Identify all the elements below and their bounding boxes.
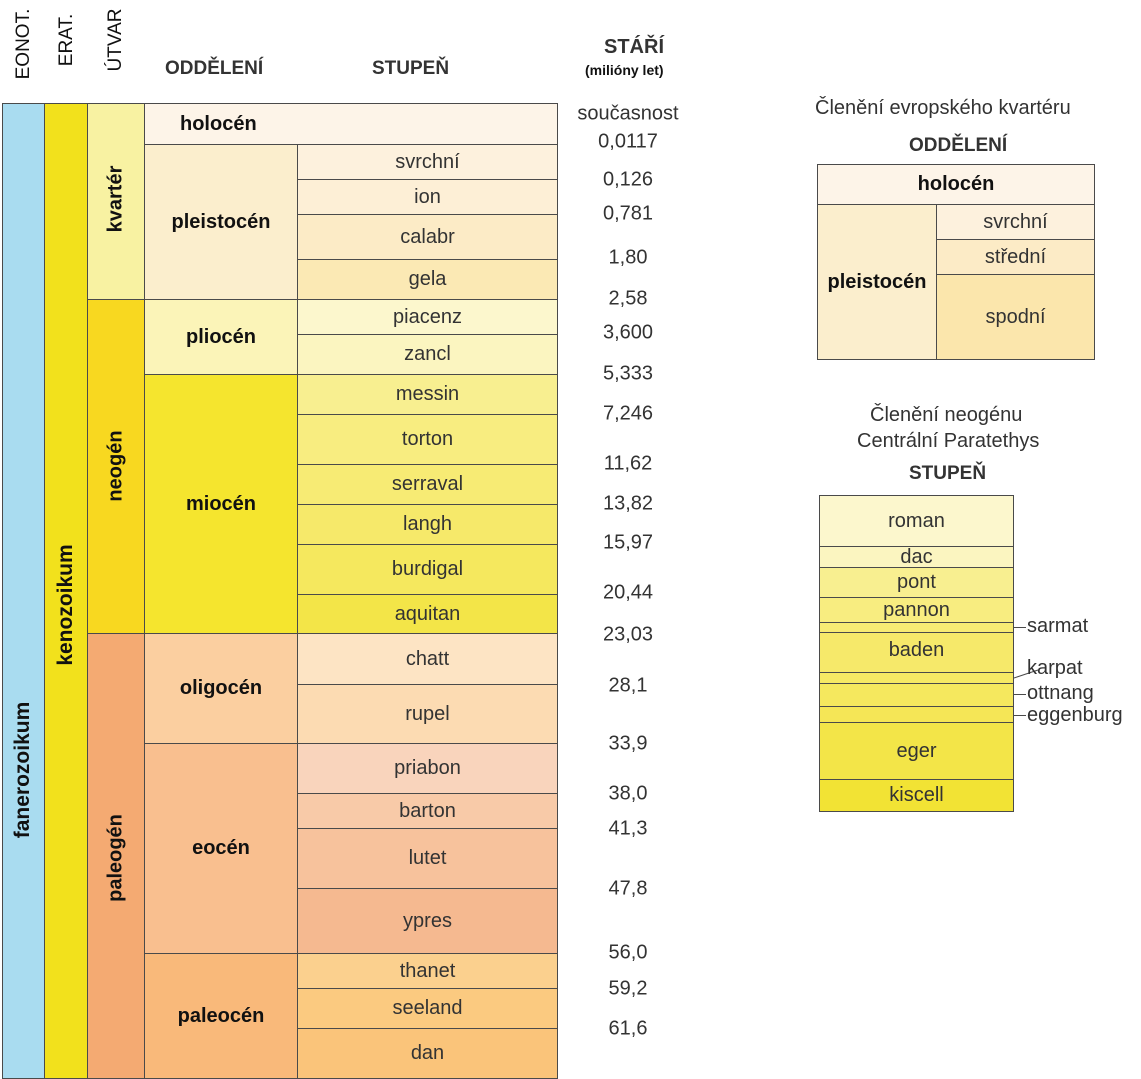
neogene-title-1: Členění neogénu (870, 404, 1023, 426)
era-label: kenozoikum (54, 544, 77, 666)
paratethys-ottnang (819, 683, 1014, 707)
quaternary-title: Členění evropského kvartéru (815, 97, 1071, 119)
period-paleogen-label: paleogén (104, 814, 127, 902)
label-sarmat: sarmat (1027, 615, 1089, 637)
quaternary-holocen: holocén (817, 164, 1095, 205)
period-kvarter (87, 103, 145, 300)
epoch-miocen: miocén (144, 374, 298, 634)
stage-serraval: serraval (297, 464, 558, 505)
epoch-pleistocen: pleistocén (144, 144, 298, 300)
age-label: 47,8 (608, 877, 648, 900)
label-eggenburg: eggenburg (1027, 704, 1123, 726)
stage-langh: langh (297, 504, 558, 545)
stage-rupel: rupel (297, 684, 558, 744)
eon-fanerozoikum (2, 103, 45, 1079)
epoch-pliocen: pliocén (144, 299, 298, 375)
epoch-holocen: holocén (144, 103, 558, 145)
quaternary-pleistocen: pleistocén (817, 204, 937, 360)
age-label: 59,2 (608, 977, 648, 1000)
quaternary-spodni: spodní (936, 274, 1095, 360)
age-label: 0,126 (602, 168, 654, 191)
age-label: 5,333 (602, 362, 654, 385)
age-label: 38,0 (608, 782, 648, 805)
era-kenozoikum (44, 103, 88, 1079)
header-eonotem: EONOT. (13, 8, 34, 80)
age-label: 15,97 (602, 531, 654, 554)
stage-aquitan: aquitan (297, 594, 558, 634)
leader-line (1014, 627, 1026, 628)
quaternary-stredni: střední (936, 239, 1095, 275)
stage-gela: gela (297, 259, 558, 300)
age-label: 56,0 (608, 941, 648, 964)
age-label: 13,82 (602, 492, 654, 515)
stage-zancl: zancl (297, 334, 558, 375)
stage-chatt: chatt (297, 633, 558, 685)
header-oddeleni: ODDĚLENÍ (165, 58, 264, 79)
paratethys-kiscell: kiscell (819, 779, 1014, 812)
stage-svrchni: svrchní (297, 144, 558, 180)
neogene-title-2: Centrální Paratethys (857, 430, 1040, 452)
neogene-header: STUPEŇ (909, 463, 987, 484)
age-label: 28,1 (608, 674, 648, 697)
paratethys-pannon: pannon (819, 597, 1014, 623)
quaternary-svrchni: svrchní (936, 204, 1095, 240)
age-label: 33,9 (608, 732, 648, 755)
epoch-eocen: eocén (144, 743, 298, 954)
epoch-paleocen: paleocén (144, 953, 298, 1079)
stage-burdigal: burdigal (297, 544, 558, 595)
stage-piacenz: piacenz (297, 299, 558, 335)
stage-calabr: calabr (297, 214, 558, 260)
age-label: 61,6 (608, 1017, 648, 1040)
age-label: 1,80 (608, 246, 648, 269)
quaternary-header: ODDĚLENÍ (909, 135, 1008, 156)
age-label: 7,246 (602, 402, 654, 425)
paratethys-dac: dac (819, 546, 1014, 568)
age-label: 20,44 (602, 581, 654, 604)
header-eratem: ERAT. (56, 13, 77, 67)
paratethys-baden: baden (819, 632, 1014, 673)
header-stari-unit: (milióny let) (585, 62, 664, 78)
age-label: 23,03 (602, 623, 654, 646)
stage-torton: torton (297, 414, 558, 465)
stage-seeland: seeland (297, 988, 558, 1029)
header-utvar: ÚTVAR (105, 8, 126, 72)
stage-priabon: priabon (297, 743, 558, 794)
header-stari: STÁŘÍ (604, 36, 664, 58)
stage-ion: ion (297, 179, 558, 215)
epoch-oligocen: oligocén (144, 633, 298, 744)
age-label: 11,62 (603, 452, 653, 475)
age-label: současnost (577, 102, 679, 125)
stage-messin: messin (297, 374, 558, 415)
stage-lutet: lutet (297, 828, 558, 889)
age-label: 41,3 (608, 817, 648, 840)
period-neogen-label: neogén (104, 430, 127, 502)
label-ottnang: ottnang (1027, 682, 1094, 704)
paratethys-eggenburg (819, 706, 1014, 723)
paratethys-pont: pont (819, 567, 1014, 598)
header-stupen: STUPEŇ (372, 58, 450, 79)
leader-karpat (1013, 669, 1039, 679)
stage-dan: dan (297, 1028, 558, 1079)
leader-line (1014, 715, 1026, 716)
leader-line (1014, 694, 1026, 695)
age-label: 0,0117 (598, 130, 658, 153)
period-kvarter-label: kvartér (104, 165, 127, 233)
paratethys-eger: eger (819, 722, 1014, 780)
paratethys-roman: roman (819, 495, 1014, 547)
stage-barton: barton (297, 793, 558, 829)
age-label: 2,58 (608, 287, 648, 310)
label-karpat: karpat (1027, 657, 1083, 679)
age-label: 3,600 (602, 321, 654, 344)
stage-thanet: thanet (297, 953, 558, 989)
stage-ypres: ypres (297, 888, 558, 954)
eon-label: fanerozoikum (11, 701, 34, 839)
age-label: 0,781 (602, 202, 654, 225)
